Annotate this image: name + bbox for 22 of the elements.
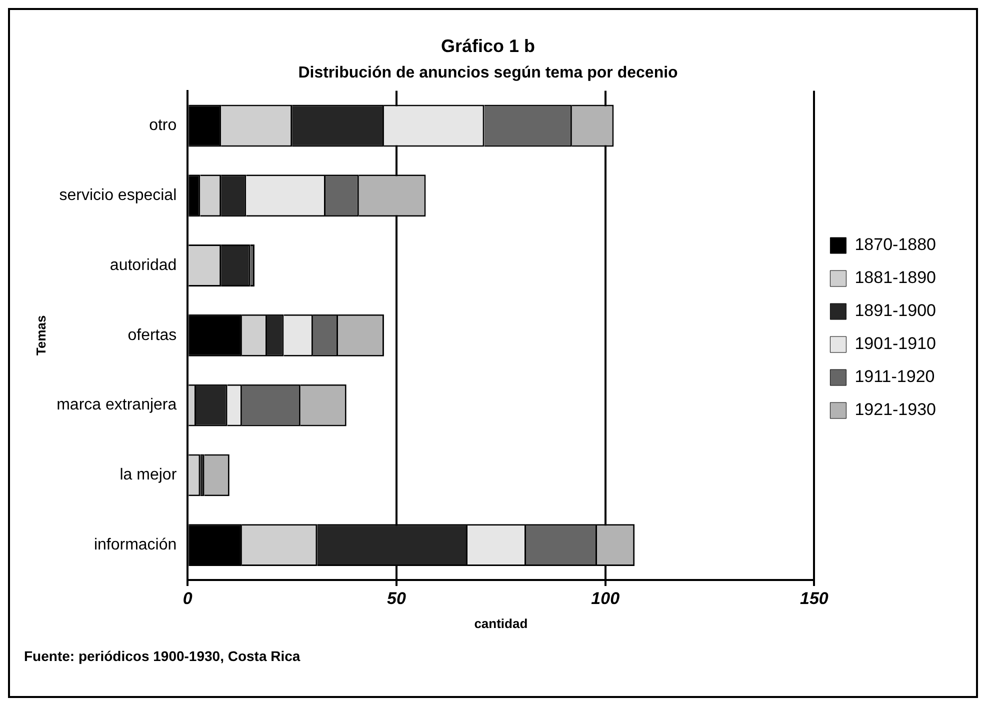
y-tick-label: la mejor <box>120 466 178 484</box>
y-tick-label: marca extranjera <box>56 396 177 414</box>
y-tick-label: otro <box>149 117 177 134</box>
legend-label: 1870-1880 <box>854 235 936 254</box>
y-tick-label: servicio especial <box>59 187 177 204</box>
legend-label: 1891-1900 <box>854 301 936 320</box>
y-tick-label: autoridad <box>110 256 177 274</box>
legend-label: 1921-1930 <box>854 400 936 420</box>
chart-title: Gráfico 1 b <box>440 36 536 56</box>
source-note: Fuente: periódicos 1900-1930, Costa Rica <box>24 648 300 664</box>
x-tick-label: 0 <box>182 588 193 608</box>
y-tick-label: ofertas <box>128 326 177 344</box>
x-tick-label: 150 <box>800 588 829 608</box>
x-tick-label: 50 <box>387 588 406 608</box>
y-tick-label: información <box>94 536 177 554</box>
legend-label: 1901-1910 <box>854 334 936 354</box>
legend-label: 1881-1890 <box>854 268 936 288</box>
chart-subtitle: Distribución de anuncios según tema por decenio <box>298 64 678 82</box>
x-tick-label: 100 <box>591 588 620 608</box>
legend-label: 1911-1920 <box>854 367 935 386</box>
x-axis-title: cantidad <box>474 616 528 631</box>
y-axis-title: Temas <box>33 315 48 356</box>
